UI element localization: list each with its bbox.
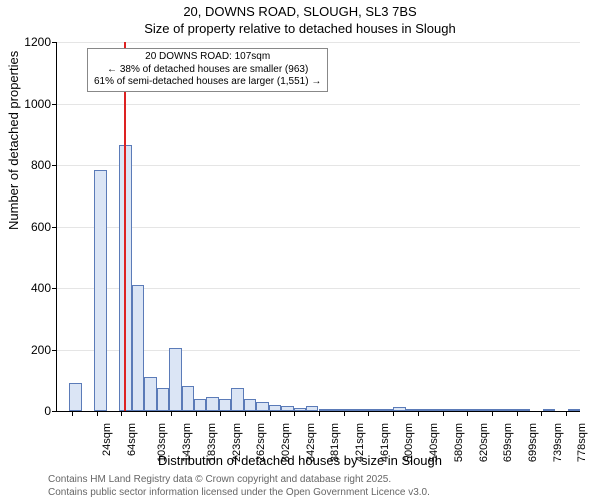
histogram-bar <box>194 399 206 411</box>
chart-title-line2: Size of property relative to detached ho… <box>0 21 600 36</box>
x-tick-label: 64sqm <box>126 423 138 456</box>
x-tick-mark <box>319 411 320 416</box>
subject-marker-line <box>124 42 126 411</box>
histogram-bar <box>281 406 293 411</box>
histogram-bar <box>343 409 355 411</box>
histogram-bar <box>431 409 443 411</box>
chart-title-line1: 20, DOWNS ROAD, SLOUGH, SL3 7BS <box>0 4 600 19</box>
x-tick-mark <box>541 411 542 416</box>
histogram-bar <box>406 409 418 411</box>
x-tick-mark <box>245 411 246 416</box>
histogram-bar <box>543 409 555 411</box>
gridline <box>57 227 580 228</box>
histogram-bar <box>505 409 517 411</box>
y-tick-label: 200 <box>31 343 57 357</box>
histogram-bar <box>381 409 393 411</box>
histogram-bar <box>443 409 455 411</box>
histogram-bar <box>69 383 81 411</box>
histogram-bar <box>418 409 430 411</box>
histogram-bar <box>518 409 530 411</box>
x-tick-mark <box>517 411 518 416</box>
x-tick-mark <box>566 411 567 416</box>
x-tick-mark <box>171 411 172 416</box>
x-tick-mark <box>97 411 98 416</box>
histogram-bar <box>206 397 218 411</box>
histogram-bar <box>393 407 405 411</box>
x-tick-mark <box>368 411 369 416</box>
histogram-bar <box>468 409 480 411</box>
x-tick-mark <box>121 411 122 416</box>
x-tick-mark <box>418 411 419 416</box>
attribution-line2: Contains public sector information licen… <box>48 487 430 498</box>
x-tick-mark <box>467 411 468 416</box>
info-line-smaller: ← 38% of detached houses are smaller (96… <box>94 64 321 77</box>
x-tick-mark <box>443 411 444 416</box>
histogram-bar <box>306 406 318 411</box>
histogram-bar <box>182 386 194 411</box>
y-tick-label: 1000 <box>24 97 57 111</box>
x-tick-mark <box>393 411 394 416</box>
y-tick-label: 800 <box>31 158 57 172</box>
info-line-subject: 20 DOWNS ROAD: 107sqm <box>94 51 321 64</box>
info-line-larger: 61% of semi-detached houses are larger (… <box>94 76 321 89</box>
x-tick-mark <box>294 411 295 416</box>
histogram-bar <box>244 399 256 411</box>
chart-container: 20, DOWNS ROAD, SLOUGH, SL3 7BS Size of … <box>0 0 600 500</box>
x-tick-mark <box>492 411 493 416</box>
histogram-bar <box>493 409 505 411</box>
histogram-bar <box>356 409 368 411</box>
gridline <box>57 42 580 43</box>
histogram-bar <box>568 409 580 411</box>
plot-area: 02004006008001000120024sqm64sqm103sqm143… <box>56 42 580 412</box>
histogram-bar <box>144 377 156 411</box>
histogram-bar <box>231 388 243 411</box>
gridline <box>57 165 580 166</box>
histogram-bar <box>256 402 268 411</box>
histogram-bar <box>157 388 169 411</box>
x-tick-mark <box>146 411 147 416</box>
histogram-bar <box>331 409 343 411</box>
histogram-bar <box>455 409 467 411</box>
gridline <box>57 104 580 105</box>
y-tick-label: 0 <box>44 404 57 418</box>
attribution-line1: Contains HM Land Registry data © Crown c… <box>48 474 391 485</box>
histogram-bar <box>368 409 380 411</box>
histogram-bar <box>480 409 492 411</box>
histogram-bar <box>169 348 181 411</box>
y-tick-label: 1200 <box>24 35 57 49</box>
histogram-bar <box>294 408 306 411</box>
x-tick-mark <box>196 411 197 416</box>
x-axis-label: Distribution of detached houses by size … <box>0 453 600 468</box>
y-tick-label: 600 <box>31 220 57 234</box>
x-tick-mark <box>270 411 271 416</box>
x-tick-mark <box>220 411 221 416</box>
x-tick-label: 24sqm <box>101 423 113 456</box>
marker-info-box: 20 DOWNS ROAD: 107sqm ← 38% of detached … <box>87 48 328 92</box>
y-tick-label: 400 <box>31 281 57 295</box>
histogram-bar <box>132 285 144 411</box>
histogram-bar <box>94 170 106 411</box>
y-axis-label: Number of detached properties <box>6 51 21 230</box>
histogram-bar <box>219 399 231 411</box>
x-tick-mark <box>344 411 345 416</box>
x-tick-mark <box>72 411 73 416</box>
histogram-bar <box>319 409 331 411</box>
